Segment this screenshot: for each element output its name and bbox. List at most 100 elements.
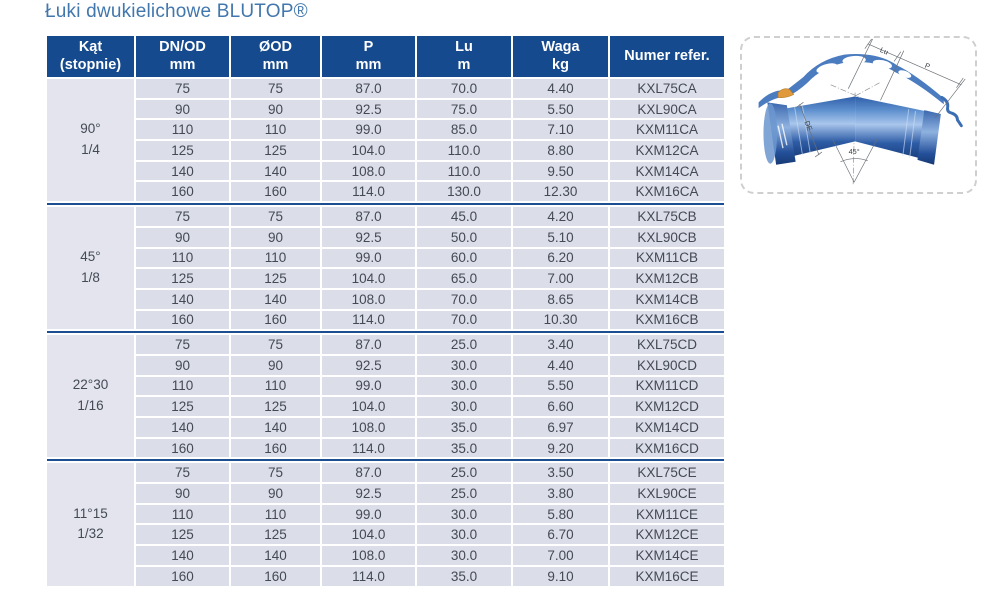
table-cell: 140 xyxy=(136,289,229,309)
table-cell: 125 xyxy=(231,269,320,288)
group-separator xyxy=(47,331,724,334)
table-cell: KXM11CA xyxy=(610,120,724,140)
group-separator-line xyxy=(47,203,724,206)
table-cell: KXL75CD xyxy=(610,335,724,354)
table-cell: KXM14CA xyxy=(610,161,724,181)
table-cell: 160 xyxy=(136,310,229,330)
table-cell: 140 xyxy=(136,418,229,437)
table-cell: 114.0 xyxy=(322,182,415,202)
header-label-line: Lu xyxy=(455,38,473,55)
table-cell: 99.0 xyxy=(322,248,415,268)
table-cell: 110 xyxy=(231,376,320,396)
table-cell: 35.0 xyxy=(417,418,511,437)
header-label-line: Numer refer. xyxy=(624,47,710,64)
header-label-line: Waga xyxy=(541,38,580,55)
table-cell: 70.0 xyxy=(417,79,511,98)
table-row: 22°30 1/16 75 75 87.0 25.0 3.40 KXL75CD xyxy=(47,335,724,458)
header-label-line: m xyxy=(457,56,471,73)
table-cell: 5.10 xyxy=(513,227,608,247)
table-cell: 125 xyxy=(231,397,320,416)
table-cell: 92.5 xyxy=(322,99,415,119)
socket-left-mouth xyxy=(763,103,778,164)
group-fraction: 1/16 xyxy=(77,398,104,414)
table-cell: 160 xyxy=(231,182,320,202)
table-cell: KXL90CA xyxy=(610,99,724,119)
table-cell: 160 xyxy=(136,182,229,202)
col-header-ood: ØOD mm xyxy=(231,36,320,77)
dimension-line-de xyxy=(796,102,823,158)
table-cell: KXM12CA xyxy=(610,141,724,160)
table-cell: 160 xyxy=(136,566,229,586)
group-angle-cell: 90° 1/4 xyxy=(47,79,134,202)
table-cell: 140 xyxy=(136,546,229,565)
table-cell: 125 xyxy=(136,269,229,288)
table-cell: 45.0 xyxy=(417,207,511,226)
table-cell: 92.5 xyxy=(322,484,415,503)
pipe-right xyxy=(855,96,931,159)
table-cell: 7.00 xyxy=(513,546,608,565)
table-cell: 110.0 xyxy=(417,141,511,160)
table-cell: 140 xyxy=(136,161,229,181)
table-cell: 110 xyxy=(231,120,320,140)
table-cell: 92.5 xyxy=(322,227,415,247)
group-fraction: 1/4 xyxy=(81,142,100,158)
table-cell: KXM16CE xyxy=(610,566,724,586)
table-cell: 30.0 xyxy=(417,355,511,375)
header-label-line: mm xyxy=(169,56,196,73)
socket-highlights xyxy=(777,123,788,149)
table-row: 110 110 99.0 30.0 5.80 KXM11CE xyxy=(47,504,724,524)
table-row: 90 90 92.5 30.0 4.40 KXL90CD xyxy=(47,355,724,375)
table-cell: 75 xyxy=(136,207,229,226)
table-row: 125 125 104.0 65.0 7.00 KXM12CB xyxy=(47,269,724,288)
table-cell: 7.10 xyxy=(513,120,608,140)
table-cell: 110 xyxy=(136,504,229,524)
table-cell: 99.0 xyxy=(322,376,415,396)
table-cell: 5.50 xyxy=(513,376,608,396)
pipe-rings xyxy=(794,106,917,158)
table-cell: 87.0 xyxy=(322,463,415,483)
table-row: 90 90 92.5 50.0 5.10 KXL90CB xyxy=(47,227,724,247)
table-cell: 90 xyxy=(231,227,320,247)
page-title: Łuki dwukielichowe BLUTOP® xyxy=(45,1,308,22)
table-cell: 6.60 xyxy=(513,397,608,416)
table-row: 160 160 114.0 35.0 9.10 KXM16CE xyxy=(47,566,724,586)
table-cell: KXM14CB xyxy=(610,289,724,309)
header-label-line: mm xyxy=(262,56,289,73)
table-cell: 25.0 xyxy=(417,463,511,483)
table-cell: 160 xyxy=(231,438,320,458)
table-cell: KXM14CD xyxy=(610,418,724,437)
table-cell: 125 xyxy=(136,141,229,160)
table-cell: 30.0 xyxy=(417,397,511,416)
table-cell: KXL90CD xyxy=(610,355,724,375)
group-separator xyxy=(47,203,724,206)
col-header-ref: Numer refer. xyxy=(610,36,724,77)
bend-diagram: Lu P DE 45° xyxy=(740,36,977,194)
table-cell: 140 xyxy=(231,289,320,309)
table-cell: 8.65 xyxy=(513,289,608,309)
table-cell: KXM16CD xyxy=(610,438,724,458)
group-angle: 45° xyxy=(80,249,101,265)
table-cell: 90 xyxy=(231,355,320,375)
table-row: 125 125 104.0 30.0 6.70 KXM12CE xyxy=(47,525,724,545)
table-cell: 3.80 xyxy=(513,484,608,503)
table-cell: KXM11CD xyxy=(610,376,724,396)
blutop-bends-table: Kąt (stopnie) DN/OD mm ØOD mm P mm Lu xyxy=(45,34,726,588)
header-label-line: P xyxy=(363,38,374,55)
dim-label-angle: 45° xyxy=(849,147,860,156)
table-row: 90 90 92.5 25.0 3.80 KXL90CE xyxy=(47,484,724,503)
table-cell: 110 xyxy=(136,248,229,268)
table-row: 45° 1/8 75 75 87.0 45.0 4.20 KXL75CB xyxy=(47,207,724,330)
table-row: 140 140 108.0 35.0 6.97 KXM14CD xyxy=(47,418,724,437)
group-angle: 11°15 xyxy=(73,505,108,521)
table-cell: 90 xyxy=(136,355,229,375)
header-label-line: ØOD xyxy=(258,38,293,55)
table-cell: 108.0 xyxy=(322,161,415,181)
table-cell: 75.0 xyxy=(417,99,511,119)
table-cell: 140 xyxy=(231,161,320,181)
table-cell: 110.0 xyxy=(417,161,511,181)
table-cell: 130.0 xyxy=(417,182,511,202)
table-cell: 87.0 xyxy=(322,335,415,354)
group-separator xyxy=(47,459,724,462)
table-cell: 104.0 xyxy=(322,397,415,416)
col-header-waga: Waga kg xyxy=(513,36,608,77)
